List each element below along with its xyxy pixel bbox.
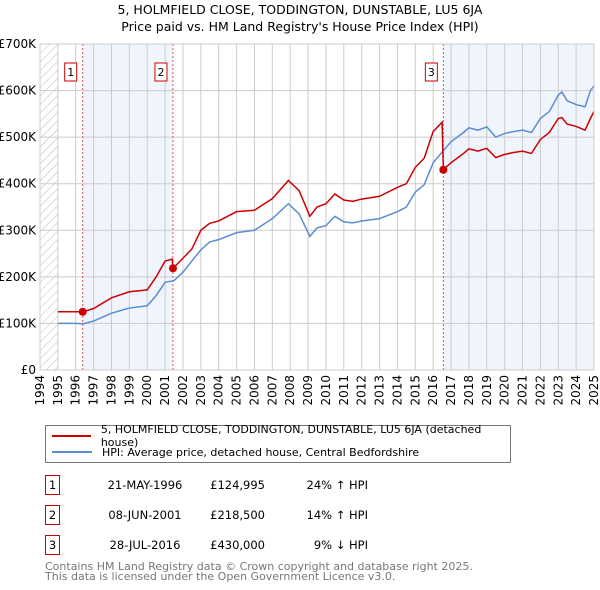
x-tick-label: 2002 (176, 375, 190, 406)
legend: 5, HOLMFIELD CLOSE, TODDINGTON, DUNSTABL… (45, 423, 511, 463)
x-tick-label: 1995 (51, 375, 65, 406)
x-tick-label: 2021 (516, 375, 530, 406)
transaction-hpi-diff: 9% ↓ HPI (313, 538, 368, 552)
x-tick-label: 2004 (212, 375, 226, 406)
x-tick-label: 2010 (319, 375, 333, 406)
transaction-date: 08-JUN-2001 (108, 508, 182, 522)
x-tick-label: 2022 (533, 375, 547, 406)
x-tick-label: 2005 (230, 375, 244, 406)
transaction-price: £124,995 (210, 478, 265, 492)
legend-swatch-property (52, 435, 91, 437)
property-price-line (57, 111, 595, 313)
no-data-hatch (40, 44, 58, 370)
y-tick-label: £100K (0, 316, 37, 330)
x-tick-label: 2012 (355, 375, 369, 406)
x-tick-label: 2017 (444, 375, 458, 406)
sale-point (439, 165, 448, 174)
x-tick-label: 2023 (551, 375, 565, 406)
sale-marker-label: 1 (67, 66, 74, 79)
shaded-period (82, 44, 173, 370)
transaction-date: 21-MAY-1996 (107, 478, 183, 492)
transaction-price: £430,000 (210, 538, 265, 552)
x-tick-label: 2001 (158, 375, 172, 406)
y-tick-label: £700K (0, 37, 37, 51)
x-tick-label: 2016 (426, 375, 440, 406)
transaction-hpi-diff: 24% ↑ HPI (306, 478, 368, 492)
sale-marker-box (424, 62, 438, 82)
y-tick-label: £500K (0, 130, 37, 144)
footer-line-2: This data is licensed under the Open Gov… (45, 570, 396, 583)
transaction-price: £218,500 (210, 508, 265, 522)
y-tick-label: £300K (0, 223, 37, 237)
x-tick-label: 2007 (265, 375, 279, 406)
x-tick-label: 1996 (69, 375, 83, 406)
transaction-hpi-diff: 14% ↑ HPI (306, 508, 368, 522)
x-tick-label: 2011 (337, 375, 351, 406)
sale-point (78, 307, 87, 316)
legend-swatch-hpi (52, 451, 92, 453)
shaded-period (443, 44, 594, 370)
sale-marker-box (64, 62, 78, 82)
x-tick-label: 1994 (33, 375, 47, 406)
price-chart: 1994 1995 1996 1997 1998 1999 2000 2001 2002 2003… (0, 37, 600, 406)
transaction-marker: 1 (45, 475, 60, 495)
hpi-line (57, 85, 595, 325)
x-tick-label: 2000 (140, 375, 154, 406)
x-tick-label: 2019 (480, 375, 494, 406)
x-tick-label: 2008 (283, 375, 297, 406)
x-tick-label: 2015 (408, 375, 422, 406)
x-tick-label: 2003 (194, 375, 208, 406)
sale-point (168, 264, 177, 273)
sale-marker-label: 3 (428, 66, 435, 79)
y-tick-label: £400K (0, 177, 37, 191)
footer-line-1: Contains HM Land Registry data © Crown c… (45, 560, 473, 573)
x-tick-label: 2006 (247, 375, 261, 406)
transaction-date: 28-JUL-2016 (109, 538, 181, 552)
sale-marker-label: 2 (157, 66, 164, 79)
legend-property: 5, HOLMFIELD CLOSE, TODDINGTON, DUNSTABL… (100, 423, 482, 449)
x-tick-label: 1998 (104, 375, 118, 406)
plot-border (39, 43, 595, 371)
x-tick-label: 2020 (498, 375, 512, 406)
x-tick-label: 2018 (462, 375, 476, 406)
x-tick-label: 2013 (373, 375, 387, 406)
transaction-marker: 3 (45, 535, 60, 555)
x-tick-label: 2025 (587, 375, 600, 406)
legend-hpi: HPI: Average price, detached house, Cent… (102, 445, 420, 459)
chart-title: 5, HOLMFIELD CLOSE, TODDINGTON, DUNSTABL… (117, 2, 483, 17)
sale-marker-box (154, 62, 168, 82)
x-tick-label: 2014 (390, 375, 404, 406)
chart-subtitle: Price paid vs. HM Land Registry's House … (121, 19, 479, 34)
y-tick-label: £600K (0, 84, 37, 98)
x-tick-label: 2009 (301, 375, 315, 406)
y-tick-label: £0 (21, 363, 36, 377)
x-tick-label: 2024 (569, 375, 583, 406)
x-tick-label: 1999 (122, 375, 136, 406)
y-tick-label: £200K (0, 270, 37, 284)
x-tick-label: 1997 (87, 375, 101, 406)
transaction-marker: 2 (45, 505, 60, 525)
